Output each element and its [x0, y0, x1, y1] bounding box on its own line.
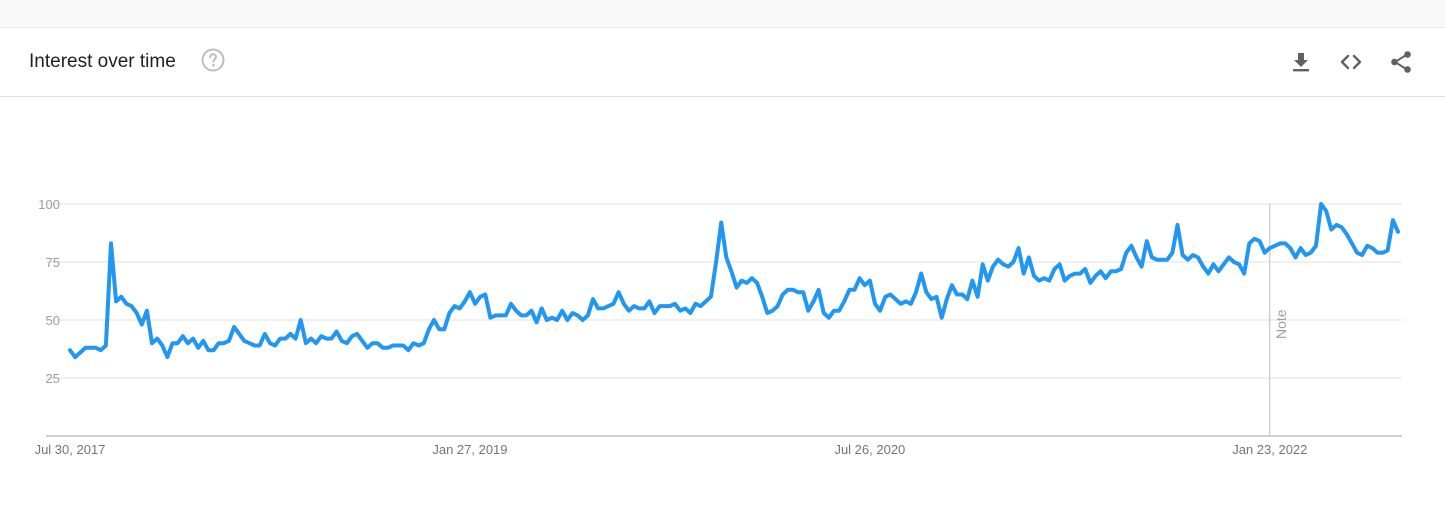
card-title: Interest over time: [29, 51, 176, 72]
embed-code-icon[interactable]: [1337, 48, 1365, 76]
x-tick-label-0: Jul 30, 2017: [35, 442, 106, 457]
y-tick-label-100: 100: [38, 197, 60, 212]
x-tick-label-3: Jan 23, 2022: [1232, 442, 1307, 457]
x-tick-label-2: Jul 26, 2020: [834, 442, 905, 457]
help-circle-icon[interactable]: [201, 48, 225, 72]
x-tick-label-1: Jan 27, 2019: [432, 442, 507, 457]
interest-over-time-card: Interest over time 25 50 75 100 Jul 30, 2017…: [0, 27, 1445, 518]
series-line: [68, 202, 1400, 360]
download-icon[interactable]: [1287, 48, 1315, 76]
card-header: Interest over time: [0, 28, 1445, 97]
share-icon[interactable]: [1387, 48, 1415, 76]
y-tick-label-25: 25: [46, 371, 60, 386]
y-tick-label-75: 75: [46, 255, 60, 270]
y-tick-label-50: 50: [46, 313, 60, 328]
interest-line-chart: 25 50 75 100 Jul 30, 2017 Jan 27, 2019 Jul 26,…: [35, 197, 1402, 457]
note-label: Note: [1273, 309, 1289, 339]
